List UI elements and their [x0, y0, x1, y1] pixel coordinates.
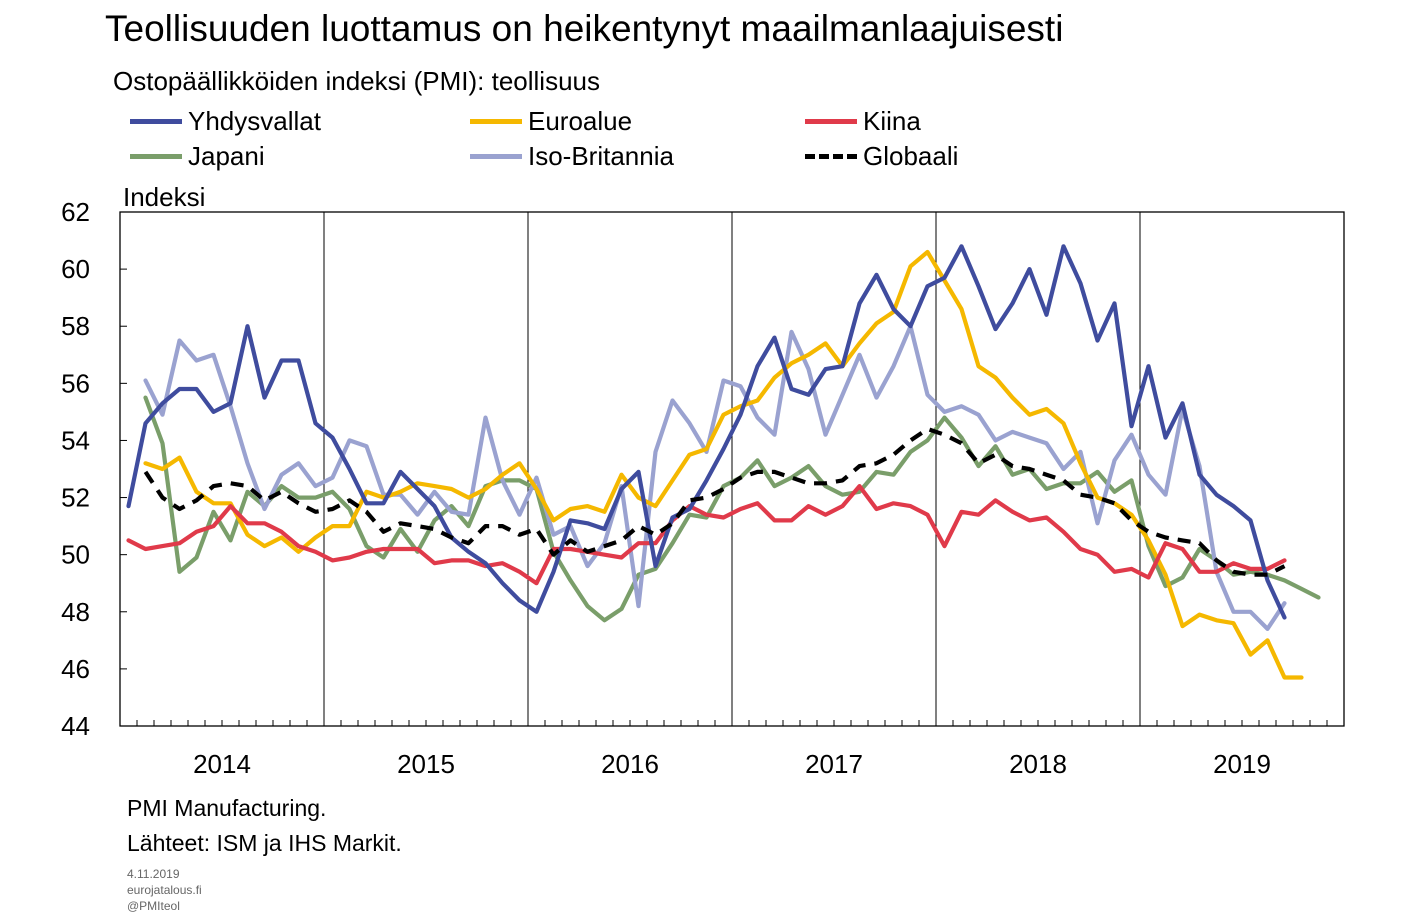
chart-title: Teollisuuden luottamus on heikentynyt ma…: [105, 8, 1064, 49]
footnote-site: eurojatalous.fi: [127, 883, 202, 897]
footnote-note: PMI Manufacturing.: [127, 795, 327, 821]
legend-item-yhdysvallat: Yhdysvallat: [130, 106, 321, 137]
y-tick-label: 50: [61, 540, 90, 570]
series-line-kiina: [126, 484, 1287, 586]
y-axis-label: Indeksi: [123, 182, 205, 212]
footnote-sources: Lähteet: ISM ja IHS Markit.: [127, 830, 402, 856]
y-tick-label: 46: [61, 654, 90, 684]
chart-subtitle: Ostopäällikköiden indeksi (PMI): teollis…: [113, 66, 600, 96]
y-tick-label: 62: [61, 197, 90, 227]
series-lines: [126, 244, 1321, 680]
legend-item-kiina: Kiina: [805, 106, 921, 137]
series-line-yhdysvallat: [126, 244, 1287, 620]
x-tick-label-2015: 2015: [397, 749, 455, 779]
x-tick-label-2014: 2014: [193, 749, 251, 779]
y-tick-label: 60: [61, 254, 90, 284]
y-tick-label: 52: [61, 483, 90, 513]
legend-label: Iso-Britannia: [528, 141, 674, 171]
y-tick-label: 56: [61, 368, 90, 398]
legend-swatch: [470, 154, 522, 159]
year-gridlines: [323, 212, 1141, 726]
legend-label: Yhdysvallat: [188, 106, 321, 136]
legend-swatch: [805, 154, 857, 159]
legend-item-globaali: Globaali: [805, 141, 958, 172]
legend-label: Euroalue: [528, 106, 633, 136]
footnote-date: 4.11.2019: [127, 867, 180, 881]
y-axis: 44 46 48 50 52 54 56 58 60 62: [61, 197, 127, 741]
x-tick-label-2016: 2016: [601, 749, 659, 779]
x-axis: 2014 2015 2016 2017 2018 2019: [119, 720, 1345, 779]
legend-swatch: [470, 119, 522, 124]
y-tick-label: 54: [61, 425, 90, 455]
legend-swatch: [130, 119, 182, 124]
legend-item-euroalue: Euroalue: [470, 106, 632, 137]
y-tick-label: 48: [61, 597, 90, 627]
x-tick-label-2019: 2019: [1213, 749, 1271, 779]
legend-label: Globaali: [863, 141, 959, 171]
x-tick-label-2018: 2018: [1009, 749, 1067, 779]
footnote-handle: @PMIteol: [127, 899, 180, 913]
legend-item-japani: Japani: [130, 141, 265, 172]
legend-label: Japani: [188, 141, 265, 171]
legend-label: Kiina: [863, 106, 921, 136]
series-line-iso-britannia: [143, 324, 1287, 631]
y-tick-label: 44: [61, 711, 90, 741]
legend-swatch: [130, 154, 182, 159]
y-tick-label: 58: [61, 311, 90, 341]
x-tick-label-2017: 2017: [805, 749, 863, 779]
legend-item-iso-britannia: Iso-Britannia: [470, 141, 674, 172]
legend-swatch: [805, 119, 857, 124]
series-line-globaali: [143, 426, 1286, 577]
